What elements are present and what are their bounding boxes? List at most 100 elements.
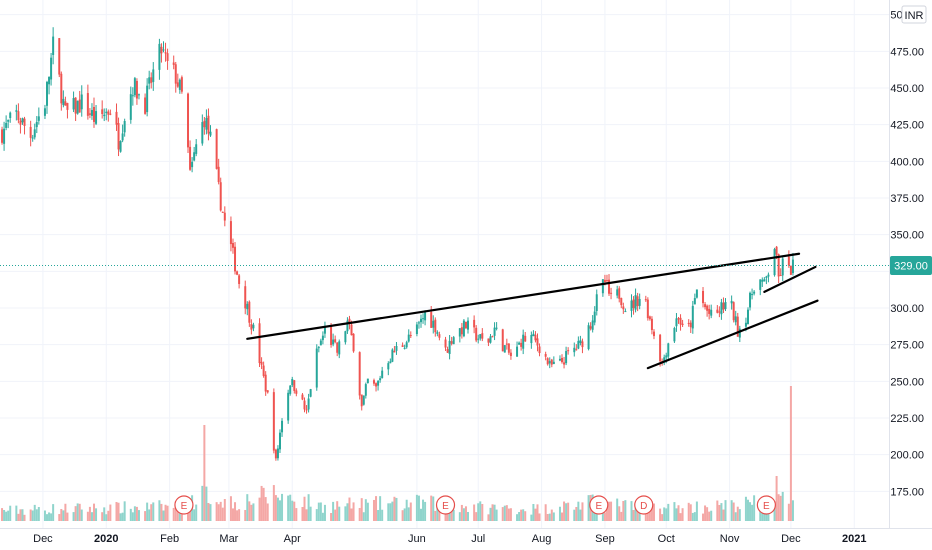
candle-body bbox=[624, 311, 627, 313]
candle-body bbox=[424, 312, 427, 321]
volume-bar bbox=[749, 502, 752, 521]
volume-bar bbox=[236, 510, 239, 521]
candle-body bbox=[667, 343, 670, 357]
candle-body bbox=[207, 115, 210, 134]
y-tick-label: 225.00 bbox=[890, 413, 924, 425]
volume-bar bbox=[503, 505, 506, 521]
volume-bar bbox=[581, 502, 584, 521]
volume-bar bbox=[160, 503, 163, 521]
candle-body bbox=[489, 336, 492, 343]
last-price-label: 329.00 bbox=[894, 260, 928, 272]
volume-bar bbox=[693, 512, 696, 521]
volume-bar bbox=[37, 507, 40, 521]
candle-body bbox=[679, 317, 682, 325]
candle-body bbox=[505, 343, 508, 345]
volume-bar bbox=[509, 508, 512, 521]
volume-bar bbox=[60, 508, 63, 521]
candle-body bbox=[495, 327, 498, 329]
candle-body bbox=[419, 318, 422, 323]
candle-body bbox=[708, 308, 711, 314]
candle-body bbox=[648, 316, 651, 320]
candle-body bbox=[759, 279, 762, 290]
candle-body bbox=[677, 318, 680, 320]
volume-bar bbox=[246, 494, 249, 521]
candle-body bbox=[630, 300, 633, 311]
candle-body bbox=[477, 338, 480, 340]
volume-bar bbox=[381, 509, 384, 521]
candle-body bbox=[744, 322, 747, 327]
volume-bar bbox=[323, 504, 326, 521]
candle-body bbox=[446, 349, 449, 353]
candle-body bbox=[464, 321, 467, 329]
candle-body bbox=[638, 298, 641, 306]
volume-bar bbox=[5, 511, 8, 521]
volume-bar bbox=[135, 506, 138, 521]
candle-body bbox=[434, 319, 437, 333]
candle-body bbox=[702, 290, 705, 304]
volume-bar bbox=[673, 502, 676, 521]
candle-body bbox=[695, 289, 698, 298]
candle-body bbox=[375, 383, 378, 387]
candle-body bbox=[704, 304, 707, 308]
candle-body bbox=[37, 116, 40, 121]
price-axis[interactable]: 175.00 200.00 225.00 250.00 275.00 300.00 350.… bbox=[890, 10, 924, 499]
volume-bar bbox=[524, 511, 527, 521]
x-tick-label: Dec bbox=[781, 533, 801, 545]
candle-body bbox=[579, 340, 582, 343]
volume-bar bbox=[650, 506, 653, 521]
candle-body bbox=[205, 118, 208, 130]
volume-bar bbox=[317, 502, 320, 521]
candle-body bbox=[319, 340, 322, 346]
volume-bar bbox=[176, 509, 179, 521]
volume-bar bbox=[536, 504, 539, 521]
volume-bar bbox=[477, 503, 480, 521]
candle-body bbox=[765, 276, 768, 278]
volume-bar bbox=[473, 504, 476, 521]
candle-body bbox=[223, 212, 226, 221]
candle-body bbox=[7, 119, 10, 122]
candle-body bbox=[746, 309, 749, 325]
candle-body bbox=[72, 98, 75, 110]
volume-bar bbox=[360, 498, 363, 521]
candle-body bbox=[552, 361, 555, 364]
candle-body bbox=[475, 327, 478, 341]
candle-body bbox=[74, 97, 77, 114]
volume-bar bbox=[1, 508, 4, 521]
trendlines[interactable] bbox=[246, 252, 819, 370]
candle-body bbox=[458, 328, 461, 337]
candle-body bbox=[722, 302, 725, 310]
volume-bar bbox=[209, 504, 212, 521]
candle-body bbox=[121, 133, 124, 141]
volume-bar bbox=[704, 505, 707, 521]
volume-bar bbox=[223, 499, 226, 521]
volume-bar bbox=[610, 501, 613, 521]
candle-body bbox=[487, 338, 490, 343]
candle-body bbox=[158, 43, 161, 70]
candle-body bbox=[264, 374, 267, 392]
volume-bar bbox=[573, 509, 576, 521]
volume-bar bbox=[520, 509, 523, 521]
candle-body bbox=[195, 144, 198, 154]
volume-bar bbox=[95, 508, 98, 521]
candle-body bbox=[610, 292, 613, 294]
candle-body bbox=[364, 384, 367, 396]
candle-body bbox=[193, 152, 196, 161]
volume-bar bbox=[119, 513, 122, 521]
volume-bar bbox=[58, 514, 61, 521]
volume-bar bbox=[215, 502, 218, 521]
candle-body bbox=[567, 350, 570, 352]
volume-bar bbox=[352, 502, 355, 521]
volume-bar bbox=[507, 508, 510, 521]
candle-body bbox=[379, 378, 382, 381]
volume-bar bbox=[291, 500, 294, 521]
candle-body bbox=[448, 340, 451, 354]
volume-bar bbox=[278, 500, 281, 521]
volume-bar bbox=[366, 502, 369, 521]
candle-body bbox=[1, 129, 4, 143]
volume-bar bbox=[464, 506, 467, 521]
volume-bar bbox=[518, 512, 521, 521]
candle-body bbox=[344, 331, 347, 343]
time-axis[interactable]: Dec 2020 Feb Mar Apr Jun Jul Aug Sep Oct Nov Dec 202… bbox=[33, 533, 866, 545]
volume-bar bbox=[616, 498, 619, 521]
